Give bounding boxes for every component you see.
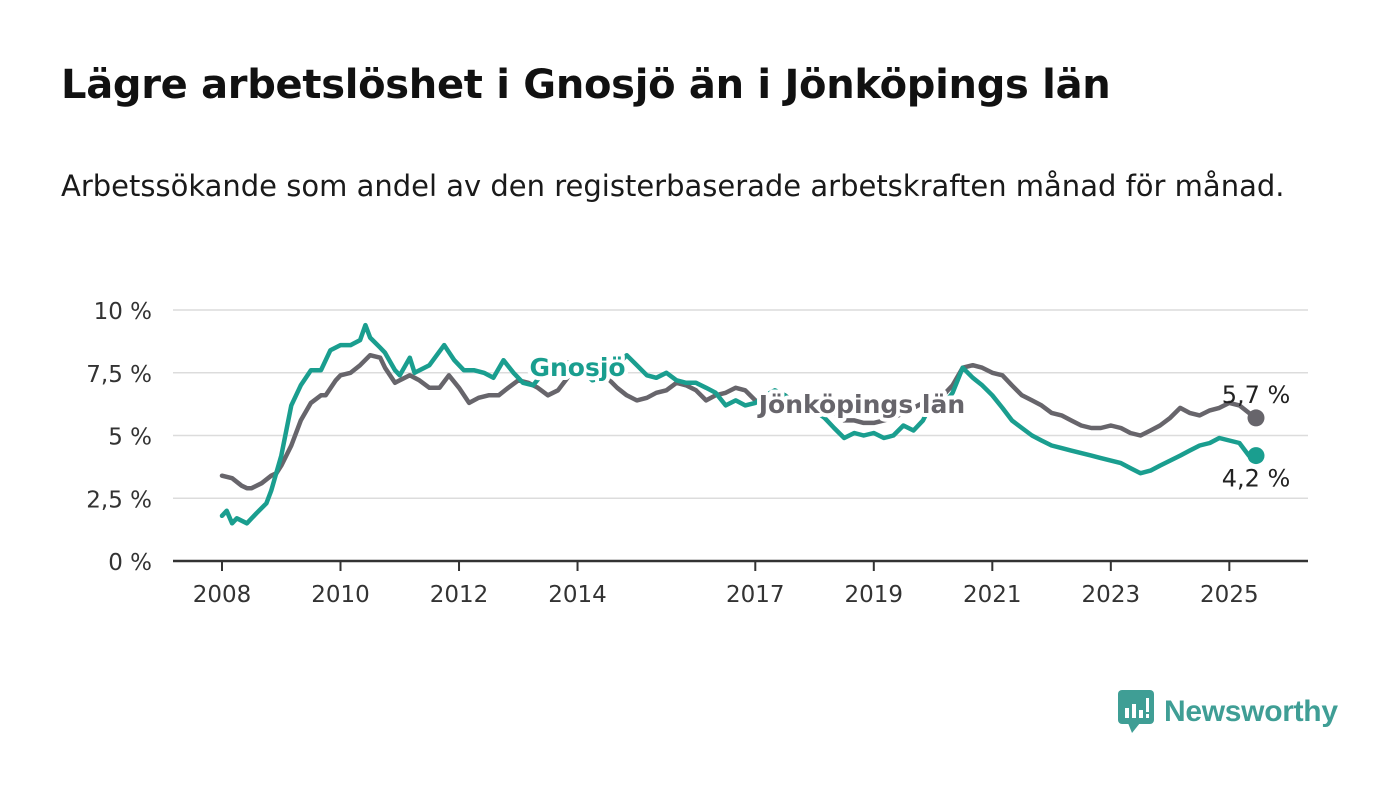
page-title: Lägre arbetslöshet i Gnosjö än i Jönköpi… xyxy=(61,62,1111,108)
x-tick-label: 2012 xyxy=(430,582,489,608)
series-label: Gnosjö xyxy=(529,353,625,382)
newsworthy-logo: Newsworthy xyxy=(1118,690,1338,734)
brand-name: Newsworthy xyxy=(1164,695,1338,728)
y-tick-label: 5 % xyxy=(108,425,152,451)
series-label-halo: Jönköpings län xyxy=(757,390,965,419)
end-point-marker xyxy=(1247,447,1265,465)
x-tick-label: 2014 xyxy=(548,582,607,608)
x-tick-label: 2023 xyxy=(1082,582,1141,608)
series-line-gnosjo xyxy=(219,322,1259,526)
y-tick-label: 0 % xyxy=(108,550,152,576)
x-tick-label: 2019 xyxy=(845,582,904,608)
x-tick-label: 2008 xyxy=(193,582,252,608)
line-chart: 0 % 2,5 % 5 % 7,5 % 10 % 2008 2010 2012 2014 2017… xyxy=(86,299,1308,608)
x-tick-label: 2021 xyxy=(963,582,1022,608)
newsworthy-logo-icon xyxy=(1118,690,1154,733)
y-tick-label: 7,5 % xyxy=(86,362,152,388)
end-value-label: 4,2 % xyxy=(1222,465,1291,493)
series-line-jonkopings-lan xyxy=(219,352,1259,491)
y-tick-label: 10 % xyxy=(94,299,152,325)
y-tick-label: 2,5 % xyxy=(86,487,152,513)
series-label-halo: Gnosjö xyxy=(529,353,625,382)
series-label: Jönköpings län xyxy=(757,390,965,419)
end-point-marker xyxy=(1247,409,1265,427)
page-subtitle: Arbetssökande som andel av den registerb… xyxy=(61,169,1285,203)
x-tick-label: 2010 xyxy=(311,582,370,608)
end-value-label: 5,7 % xyxy=(1222,381,1291,409)
x-tick-label: 2025 xyxy=(1200,582,1259,608)
x-tick-label: 2017 xyxy=(726,582,785,608)
